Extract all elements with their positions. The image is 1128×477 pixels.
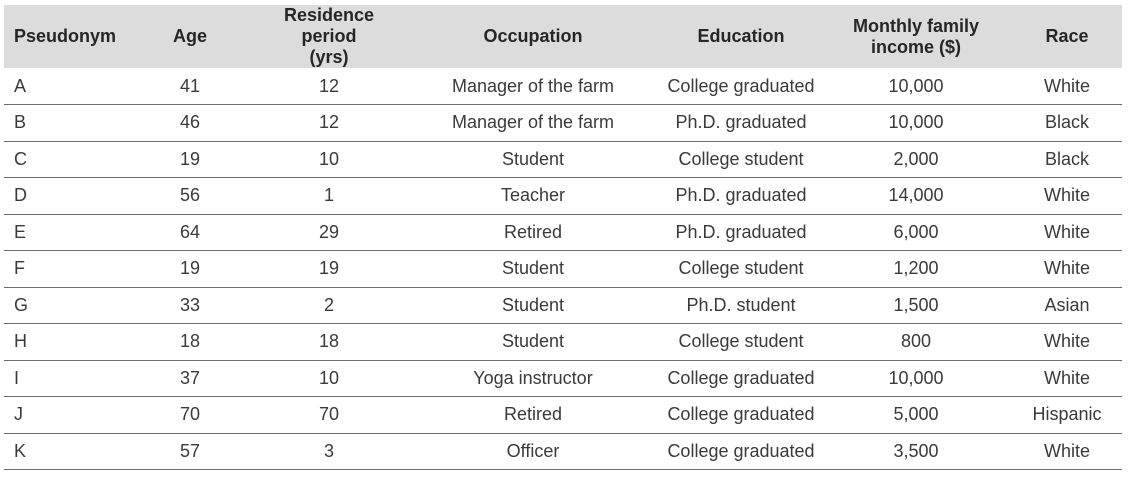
table-row: A 41 12 Manager of the farm College graduate… [4,68,1122,105]
cell-occupation: Student [501,258,565,279]
cell-pseudonym: I [14,367,20,388]
cell-pseudonym: D [14,185,27,206]
header-age: Age [172,26,207,46]
cell-residence-period: 18 [318,331,340,352]
cell-monthly-income: 800 [900,331,932,352]
cell-age: 57 [179,440,201,461]
cell-age: 37 [179,367,201,388]
cell-race: Asian [1044,294,1090,315]
cell-education: Ph.D. graduated [675,185,807,206]
cell-race: White [1043,367,1090,388]
cell-occupation: Teacher [500,185,566,206]
cell-age: 70 [179,404,201,425]
cell-residence-period: 10 [318,148,340,169]
cell-monthly-income: 1,500 [893,294,939,315]
cell-age: 41 [179,75,201,96]
cell-education: College student [678,258,804,279]
cell-occupation: Manager of the farm [451,75,615,96]
cell-education: Ph.D. graduated [675,112,807,133]
cell-residence-period: 1 [323,185,334,206]
cell-residence-period: 12 [318,75,340,96]
cell-monthly-income: 2,000 [893,148,939,169]
cell-pseudonym: G [14,294,29,315]
cell-residence-period: 3 [323,440,334,461]
cell-pseudonym: C [14,148,27,169]
cell-monthly-income: 10,000 [888,112,944,133]
cell-residence-period: 29 [318,221,340,242]
cell-education: College graduated [667,404,815,425]
cell-race: Black [1044,112,1089,133]
cell-pseudonym: F [14,258,25,279]
cell-race: Black [1044,148,1089,169]
cell-race: Hispanic [1032,404,1102,425]
cell-education: College graduated [667,75,815,96]
cell-residence-period: 70 [318,404,340,425]
cell-residence-period: 10 [318,367,340,388]
cell-education: College student [678,148,804,169]
cell-monthly-income: 10,000 [888,75,944,96]
cell-pseudonym: K [14,440,27,461]
header-row: Pseudonym Age Residence period (yrs) Occ… [4,5,1122,68]
cell-age: 33 [179,294,201,315]
cell-race: White [1043,185,1090,206]
cell-race: White [1043,221,1090,242]
cell-pseudonym: A [14,75,27,96]
cell-occupation: Student [501,148,565,169]
cell-occupation: Student [501,331,565,352]
cell-pseudonym: J [14,404,23,425]
header-occupation: Occupation [483,26,583,46]
cell-occupation: Retired [503,221,563,242]
cell-education: College graduated [667,367,815,388]
table-row: E 64 29 Retired Ph.D. graduated 6,000 White [4,214,1122,251]
cell-pseudonym: H [14,331,27,352]
cell-age: 56 [179,185,201,206]
cell-occupation: Retired [503,404,563,425]
table-row: G 33 2 Student Ph.D. student 1,500 Asian [4,287,1122,324]
table-row: I 37 10 Yoga instructor College graduated 10,… [4,360,1122,397]
cell-race: White [1043,75,1090,96]
cell-education: College graduated [667,440,815,461]
cell-race: White [1043,440,1090,461]
cell-monthly-income: 10,000 [888,367,944,388]
cell-education: Ph.D. graduated [675,221,807,242]
table-row: H 18 18 Student College student 800 White [4,324,1122,360]
cell-age: 19 [179,148,201,169]
cell-residence-period: 2 [323,294,334,315]
cell-age: 64 [179,221,201,242]
cell-residence-period: 19 [318,258,340,279]
header-monthly-income: Monthly family income ($) [852,15,979,57]
cell-age: 18 [179,331,201,352]
cell-age: 19 [179,258,201,279]
header-education: Education [697,26,785,46]
cell-monthly-income: 5,000 [893,404,939,425]
table-row: F 19 19 Student College student 1,200 White [4,251,1122,287]
header-race: Race [1045,26,1089,46]
cell-monthly-income: 1,200 [893,258,939,279]
cell-age: 46 [179,112,201,133]
cell-monthly-income: 14,000 [888,185,944,206]
cell-occupation: Yoga instructor [473,367,593,388]
cell-monthly-income: 3,500 [893,440,939,461]
cell-occupation: Officer [506,440,560,461]
cell-race: White [1043,258,1090,279]
table-row: J 70 70 Retired College graduated 5,000 Hispan… [4,397,1122,433]
cell-race: White [1043,331,1090,352]
cell-occupation: Student [501,294,565,315]
table-row: K 57 3 Officer College graduated 3,500 White [4,433,1122,470]
cell-monthly-income: 6,000 [893,221,939,242]
cell-occupation: Manager of the farm [451,112,615,133]
table-row: B 46 12 Manager of the farm Ph.D. graduated 1… [4,105,1122,141]
header-residence-period: Residence period (yrs) [283,5,375,67]
header-pseudonym: Pseudonym [14,26,117,46]
cell-pseudonym: B [14,112,27,133]
cell-pseudonym: E [14,221,27,242]
cell-education: Ph.D. student [686,294,796,315]
participants-table: Pseudonym Age Residence period (yrs) Occ… [4,5,1122,470]
cell-education: College student [678,331,804,352]
table-row: C 19 10 Student College student 2,000 Black [4,141,1122,178]
cell-residence-period: 12 [318,112,340,133]
table-row: D 56 1 Teacher Ph.D. graduated 14,000 White [4,178,1122,214]
participants-table-container: Pseudonym Age Residence period (yrs) Occ… [4,5,1122,470]
